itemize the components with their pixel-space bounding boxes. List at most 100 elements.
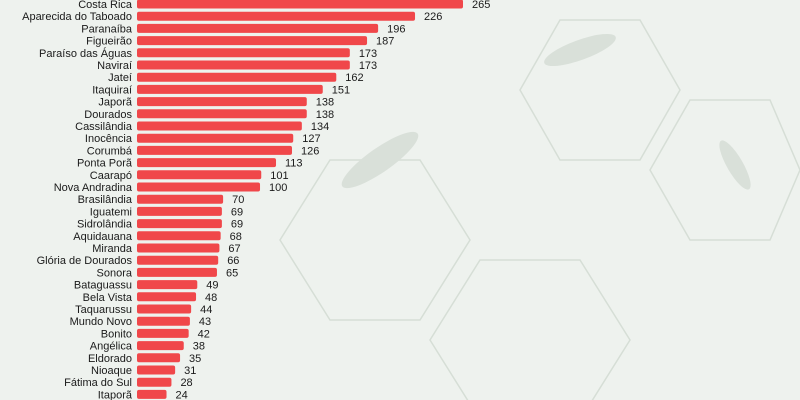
bar bbox=[137, 170, 262, 180]
category-label: Iguatemi bbox=[90, 206, 132, 218]
value-label: 265 bbox=[472, 0, 490, 11]
value-label: 65 bbox=[226, 267, 238, 279]
bar bbox=[137, 219, 222, 229]
category-label: Inocência bbox=[85, 133, 133, 145]
value-label: 101 bbox=[270, 170, 288, 182]
category-label: Aparecida do Taboado bbox=[22, 11, 132, 23]
bar bbox=[137, 97, 307, 107]
value-label: 173 bbox=[359, 60, 377, 72]
value-label: 113 bbox=[285, 158, 303, 170]
category-label: Japorã bbox=[98, 97, 133, 109]
bar bbox=[137, 304, 192, 314]
bar bbox=[137, 255, 219, 265]
bar bbox=[137, 182, 261, 192]
bar bbox=[137, 121, 302, 131]
bar bbox=[137, 267, 217, 277]
bars-layer: Costa Rica 265 Aparecida do Taboado 226 Para… bbox=[22, 0, 490, 400]
category-label: Sonora bbox=[97, 267, 133, 279]
value-label: 68 bbox=[230, 231, 242, 243]
bar bbox=[137, 377, 172, 387]
hexagon-outline bbox=[279, 159, 471, 321]
value-label: 43 bbox=[199, 316, 211, 328]
category-label: Dourados bbox=[84, 109, 132, 121]
hexagon-outline bbox=[649, 99, 800, 241]
category-label: Cassilândia bbox=[75, 121, 133, 133]
value-label: 100 bbox=[269, 182, 287, 194]
value-label: 226 bbox=[424, 11, 442, 23]
bar bbox=[137, 280, 198, 290]
bar bbox=[137, 109, 307, 119]
bar bbox=[137, 145, 293, 155]
category-label: Paraíso das Águas bbox=[39, 47, 132, 60]
value-label: 69 bbox=[231, 206, 243, 218]
bar bbox=[137, 389, 167, 399]
bar bbox=[137, 194, 224, 204]
category-label: Itaporã bbox=[98, 389, 133, 400]
hexagon-outline bbox=[519, 19, 681, 161]
category-label: Ponta Porã bbox=[77, 158, 133, 170]
bar bbox=[137, 23, 379, 33]
bar bbox=[137, 243, 220, 253]
category-label: Glória de Dourados bbox=[37, 255, 133, 267]
bar bbox=[137, 158, 277, 168]
category-label: Aquidauana bbox=[73, 231, 133, 243]
category-label: Mundo Novo bbox=[70, 316, 132, 328]
category-label: Itaquiraí bbox=[92, 84, 132, 96]
value-label: 28 bbox=[180, 377, 192, 389]
category-label: Taquarussu bbox=[75, 304, 132, 316]
value-label: 151 bbox=[332, 84, 350, 96]
mosquito-silhouette-icon bbox=[341, 131, 419, 189]
background-decoration bbox=[279, 19, 800, 400]
value-label: 69 bbox=[231, 219, 243, 231]
category-label: Nova Andradina bbox=[54, 182, 133, 194]
bar bbox=[137, 84, 323, 94]
value-label: 173 bbox=[359, 48, 377, 60]
category-label: Sidrolândia bbox=[77, 219, 133, 231]
category-label: Fátima do Sul bbox=[64, 377, 132, 389]
value-label: 134 bbox=[311, 121, 329, 133]
category-label: Corumbá bbox=[87, 145, 133, 157]
category-label: Angélica bbox=[90, 341, 133, 353]
value-label: 70 bbox=[232, 194, 244, 206]
bar bbox=[137, 353, 181, 363]
bar bbox=[137, 72, 337, 82]
category-label: Bela Vista bbox=[83, 292, 133, 304]
value-label: 49 bbox=[206, 280, 218, 292]
category-label: Nioaque bbox=[91, 365, 132, 377]
value-label: 187 bbox=[376, 36, 394, 48]
category-label: Paranaíba bbox=[81, 23, 133, 35]
value-label: 42 bbox=[198, 328, 210, 340]
value-label: 66 bbox=[227, 255, 239, 267]
category-label: Figueirão bbox=[86, 36, 132, 48]
category-label: Caarapó bbox=[90, 170, 132, 182]
bar bbox=[137, 36, 368, 46]
value-label: 31 bbox=[184, 365, 196, 377]
category-label: Naviraí bbox=[97, 60, 132, 72]
bar bbox=[137, 292, 197, 302]
value-label: 38 bbox=[193, 341, 205, 353]
category-label: Jateí bbox=[108, 72, 132, 84]
value-label: 127 bbox=[302, 133, 320, 145]
value-label: 35 bbox=[189, 353, 201, 365]
bar bbox=[137, 11, 416, 21]
bar bbox=[137, 341, 184, 351]
value-label: 162 bbox=[345, 72, 363, 84]
value-label: 138 bbox=[316, 109, 334, 121]
value-label: 24 bbox=[176, 389, 188, 400]
category-label: Costa Rica bbox=[78, 0, 133, 11]
bar bbox=[137, 133, 294, 143]
bar bbox=[137, 0, 463, 9]
category-label: Bonito bbox=[101, 328, 132, 340]
value-label: 138 bbox=[316, 97, 334, 109]
bar bbox=[137, 206, 222, 216]
bar bbox=[137, 48, 350, 58]
bar bbox=[137, 328, 189, 338]
mosquito-silhouette-icon bbox=[544, 33, 616, 67]
bar bbox=[137, 316, 190, 326]
bar bbox=[137, 60, 350, 70]
mosquito-silhouette-icon bbox=[719, 140, 751, 190]
bar bbox=[137, 365, 176, 375]
value-label: 44 bbox=[200, 304, 212, 316]
